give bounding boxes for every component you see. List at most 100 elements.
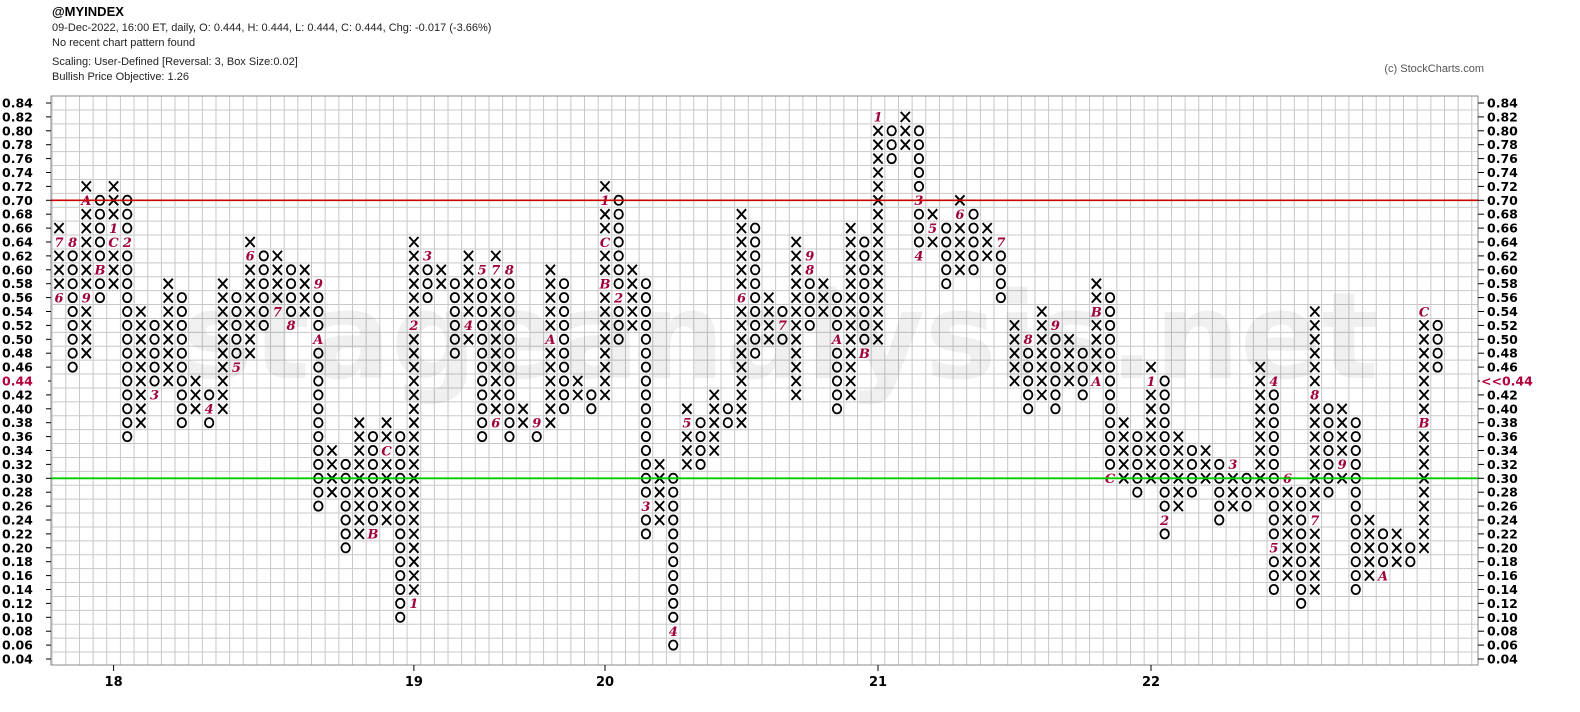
- x-box: [162, 291, 174, 304]
- o-box: [67, 333, 78, 345]
- x-box: [1309, 403, 1321, 415]
- current-price-right: <<0.44: [1481, 374, 1533, 389]
- o-box: [285, 292, 297, 304]
- o-box: [913, 153, 925, 165]
- o-box: [613, 264, 624, 276]
- x-box: [190, 375, 201, 387]
- x-box: [1418, 347, 1430, 359]
- y-tick-right: 0.42: [1487, 387, 1518, 402]
- x-box: [408, 417, 420, 429]
- o-box: [1350, 431, 1361, 443]
- o-box: [1186, 486, 1198, 498]
- month-marker: 7: [54, 236, 63, 251]
- x-box: [463, 291, 474, 304]
- o-box: [258, 305, 269, 317]
- o-box: [1104, 431, 1116, 443]
- y-tick-left: 0.54: [2, 304, 33, 319]
- month-marker: 2: [1159, 514, 1169, 529]
- o-box: [722, 417, 733, 429]
- y-tick-right: 0.56: [1487, 290, 1518, 305]
- month-marker: A: [543, 333, 555, 348]
- y-tick-left: 0.36: [2, 429, 33, 444]
- x-box: [81, 278, 92, 290]
- x-box: [790, 347, 802, 359]
- month-marker: C: [108, 236, 119, 251]
- x-box: [135, 305, 147, 318]
- x-box: [790, 361, 802, 373]
- o-box: [640, 333, 652, 345]
- x-box: [708, 417, 720, 429]
- x-box: [1418, 403, 1430, 415]
- month-marker: A: [1376, 569, 1388, 584]
- o-box: [640, 431, 652, 443]
- x-box: [872, 250, 884, 262]
- o-box: [1104, 333, 1116, 345]
- x-box: [490, 389, 502, 401]
- y-tick-right: 0.82: [1487, 109, 1518, 124]
- o-box: [531, 431, 542, 443]
- o-box: [831, 319, 843, 331]
- x-box: [845, 264, 856, 276]
- x-box: [654, 500, 665, 512]
- x-box: [490, 305, 502, 318]
- x-box: [1091, 347, 1102, 359]
- o-box: [777, 305, 788, 317]
- y-tick-left: 0.48: [2, 346, 33, 361]
- o-box: [367, 500, 379, 512]
- x-box: [736, 264, 747, 276]
- x-box: [845, 361, 856, 373]
- x-box: [1145, 361, 1157, 373]
- o-box: [176, 347, 187, 359]
- y-tick-left: 0.10: [2, 610, 33, 625]
- x-box: [1309, 458, 1321, 471]
- o-box: [1268, 444, 1279, 456]
- x-box: [872, 236, 884, 248]
- x-box: [1418, 528, 1430, 540]
- o-box: [1268, 417, 1279, 429]
- o-box: [668, 570, 679, 582]
- o-box: [1432, 361, 1443, 373]
- x-box: [244, 347, 256, 359]
- o-box: [176, 403, 187, 415]
- o-box: [149, 375, 160, 387]
- o-box: [1268, 500, 1279, 512]
- x-box: [845, 375, 856, 387]
- o-box: [968, 222, 979, 234]
- chart-header: @MYINDEX 09-Dec-2022, 16:00 ET, daily, O…: [52, 4, 491, 85]
- o-box: [640, 528, 652, 540]
- x-box: [81, 264, 92, 276]
- x-box: [845, 278, 856, 290]
- x-box: [408, 264, 420, 276]
- x-box: [1118, 417, 1129, 429]
- month-marker: 1: [1146, 375, 1155, 390]
- o-box: [449, 347, 460, 359]
- x-box: [299, 305, 310, 318]
- o-box: [449, 319, 460, 331]
- x-box: [1309, 583, 1321, 596]
- x-box: [708, 444, 720, 457]
- x-box: [244, 264, 256, 276]
- x-box: [217, 361, 229, 373]
- o-box: [1350, 542, 1361, 554]
- x-box: [381, 514, 392, 526]
- y-tick-left: 0.74: [2, 165, 33, 180]
- x-box: [1145, 444, 1157, 457]
- o-box: [804, 278, 815, 290]
- x-box: [1091, 278, 1102, 290]
- o-box: [313, 389, 324, 401]
- x-box: [1227, 486, 1239, 498]
- o-box: [859, 305, 870, 317]
- o-box: [859, 264, 870, 276]
- x-box: [872, 139, 884, 151]
- x-box: [162, 319, 174, 332]
- o-box: [995, 278, 1006, 290]
- month-marker: 5: [928, 222, 937, 237]
- x-box: [654, 458, 665, 471]
- y-tick-left: 0.38: [2, 415, 33, 430]
- o-box: [1104, 347, 1116, 359]
- year-label: 20: [596, 675, 614, 690]
- month-marker: 1: [409, 597, 418, 612]
- o-box: [750, 222, 761, 234]
- month-marker: A: [830, 333, 842, 348]
- x-box: [1282, 569, 1293, 582]
